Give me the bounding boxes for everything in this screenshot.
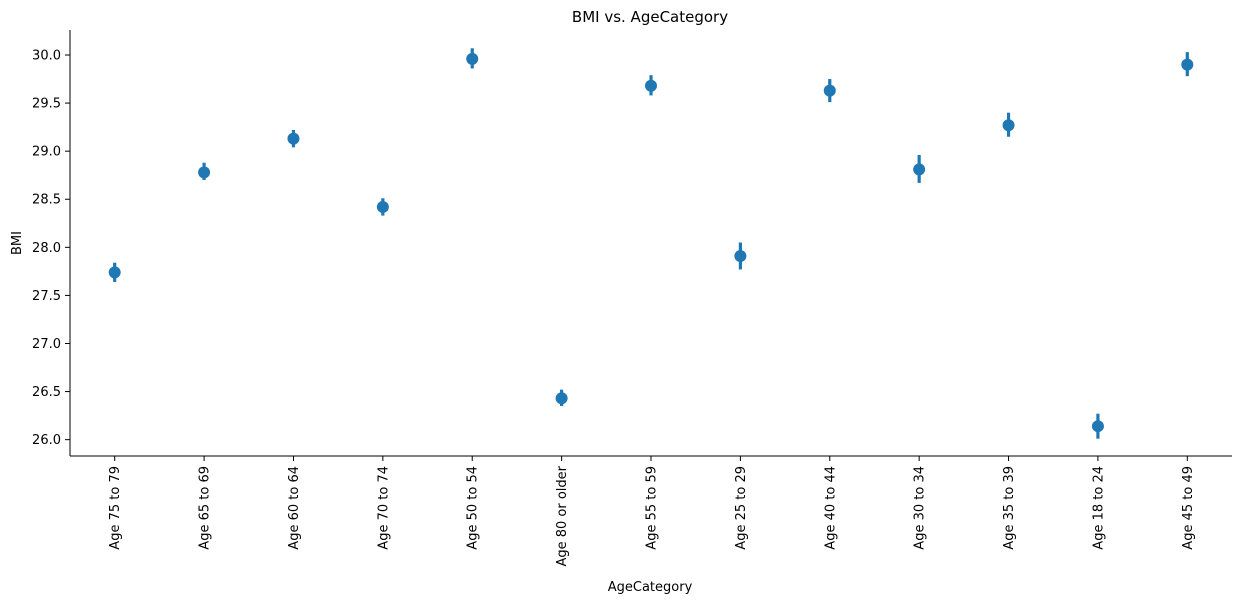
- data-point: [734, 249, 747, 262]
- y-tick-label: 29.5: [32, 97, 61, 112]
- x-tick-label: Age 40 to 44: [823, 466, 838, 550]
- data-points: [108, 48, 1194, 439]
- data-point: [287, 132, 300, 145]
- x-tick-label: Age 18 to 24: [1091, 466, 1106, 550]
- x-tick-label: Age 60 to 64: [287, 466, 302, 550]
- y-axis-label: BMI: [10, 231, 25, 255]
- x-tick-label: Age 65 to 69: [198, 466, 213, 550]
- x-tick-label: Age 70 to 74: [376, 466, 391, 550]
- data-point: [555, 392, 568, 405]
- y-tick-label: 26.0: [32, 433, 61, 448]
- x-tick-label: Age 80 or older: [555, 465, 570, 566]
- x-axis: Age 75 to 79 Age 65 to 69 Age 60 to 64 Age …: [70, 455, 1232, 567]
- y-tick-label: 29.0: [32, 145, 61, 160]
- x-tick-label: Age 45 to 49: [1181, 466, 1196, 550]
- data-point: [645, 79, 657, 92]
- data-point: [1002, 119, 1015, 132]
- y-tick-label: 26.5: [32, 385, 61, 400]
- x-tick-label: Age 50 to 54: [466, 466, 481, 550]
- y-axis: 26.0 26.5 27.0 27.5 28.0 28.5 29.0 29.5 30.0: [32, 30, 71, 456]
- data-point: [376, 200, 389, 213]
- y-tick-label: 28.0: [32, 241, 61, 256]
- chart-title: BMI vs. AgeCategory: [572, 8, 728, 26]
- y-tick-label: 27.0: [32, 337, 61, 352]
- x-tick-label: Age 25 to 29: [734, 466, 749, 550]
- y-tick-label: 28.5: [32, 193, 61, 208]
- data-point: [198, 166, 211, 179]
- y-tick-label: 27.5: [32, 289, 61, 304]
- y-tick-label: 30.0: [32, 49, 61, 64]
- data-point: [823, 84, 836, 97]
- data-point: [108, 266, 121, 279]
- data-point: [1091, 420, 1104, 433]
- data-point: [913, 163, 926, 176]
- data-point: [466, 52, 479, 65]
- x-tick-label: Age 55 to 59: [645, 466, 660, 550]
- x-tick-label: Age 75 to 79: [108, 466, 123, 550]
- x-tick-label: Age 30 to 34: [913, 466, 928, 550]
- x-tick-label: Age 35 to 39: [1002, 466, 1017, 550]
- data-point: [1181, 58, 1194, 71]
- x-axis-label: AgeCategory: [608, 580, 693, 595]
